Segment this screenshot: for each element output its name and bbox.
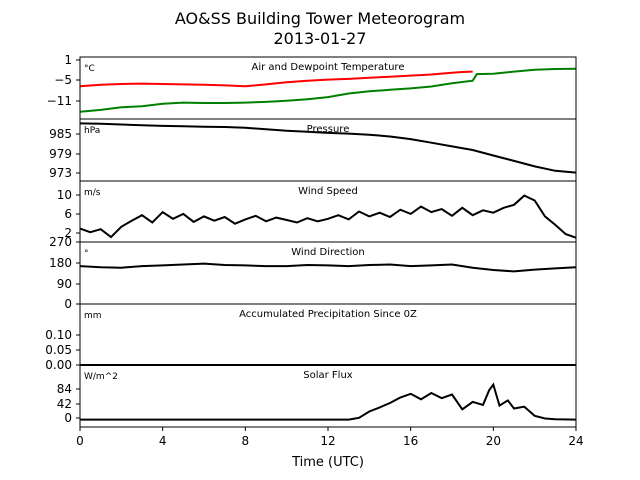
y-tick-label: 985 xyxy=(49,127,72,141)
panel-2: 10 6 2 m/s Wind Speed xyxy=(57,180,577,243)
series-line-0-0 xyxy=(79,70,473,88)
panel-title: Wind Direction xyxy=(291,247,365,258)
y-tick-label: 1 xyxy=(64,53,72,67)
panel-title: Air and Dewpoint Temperature xyxy=(252,62,405,73)
x-tick-label: 0 xyxy=(76,434,84,448)
panel-title: Pressure xyxy=(307,124,350,135)
x-axis: 0 4 8 12 16 20 24 xyxy=(76,427,584,448)
series-line-5-0 xyxy=(80,382,577,421)
y-tick-label: 0 xyxy=(64,297,72,311)
panel-3: 270 180 90 0 ° Wind Direction xyxy=(49,235,577,311)
x-tick-label: 16 xyxy=(403,434,418,448)
y-tick-label: 979 xyxy=(49,147,72,161)
y-tick-label: 6 xyxy=(64,207,72,221)
panel-unit-label: ° xyxy=(84,249,89,259)
y-tick-label: 0.00 xyxy=(45,358,72,372)
chart-subtitle-date: 2013-01-27 xyxy=(274,29,367,48)
y-tick-label: 0.05 xyxy=(45,343,72,357)
y-tick-label: 84 xyxy=(57,382,72,396)
y-tick-label: 0.10 xyxy=(45,328,72,342)
series-line-2-0 xyxy=(79,194,577,239)
panel-1: 985 979 973 hPa Pressure xyxy=(49,118,577,182)
panels-group: 1−5−11°C Air and Dewpoint Temperature9859… xyxy=(45,53,577,428)
y-tick-label: 42 xyxy=(57,397,72,411)
panel-unit-label: m/s xyxy=(84,188,101,198)
x-tick-label: 4 xyxy=(159,434,167,448)
x-axis-label: Time (UTC) xyxy=(291,455,364,470)
series-line-0-1 xyxy=(79,67,577,113)
y-tick-label: −11 xyxy=(47,94,72,108)
panel-unit-label: hPa xyxy=(84,126,100,136)
y-tick-label: 973 xyxy=(49,166,72,180)
panel-title: Wind Speed xyxy=(298,186,358,197)
chart-title: AO&SS Building Tower Meteorogram xyxy=(175,9,465,28)
series-line-1-0 xyxy=(79,122,577,174)
panel-unit-label: mm xyxy=(84,311,102,321)
panel-4: 0.100.050.00 mm Accumulated Precipitation … xyxy=(45,303,577,372)
y-tick-label: 10 xyxy=(57,188,72,202)
y-tick-label: 270 xyxy=(49,235,72,249)
y-tick-label: −5 xyxy=(54,73,72,87)
panel-0: 1 −5 −11 °C Air and Dewpoint Temperature xyxy=(47,53,577,120)
panel-unit-label: °C xyxy=(84,64,95,74)
panel-title: Accumulated Precipitation Since 0Z xyxy=(239,309,417,320)
panel-unit-label: W/m^2 xyxy=(84,372,118,382)
y-tick-label: 90 xyxy=(57,277,72,291)
x-tick-label: 8 xyxy=(242,434,250,448)
x-tick-label: 12 xyxy=(320,434,335,448)
x-tick-label: 24 xyxy=(568,434,583,448)
y-tick-label: 0 xyxy=(64,411,72,425)
panel-title: Solar Flux xyxy=(303,370,353,381)
y-tick-label: 2 xyxy=(64,226,72,240)
x-tick-label: 20 xyxy=(486,434,501,448)
y-tick-label: 180 xyxy=(49,256,72,270)
series-line-3-0 xyxy=(79,262,577,273)
